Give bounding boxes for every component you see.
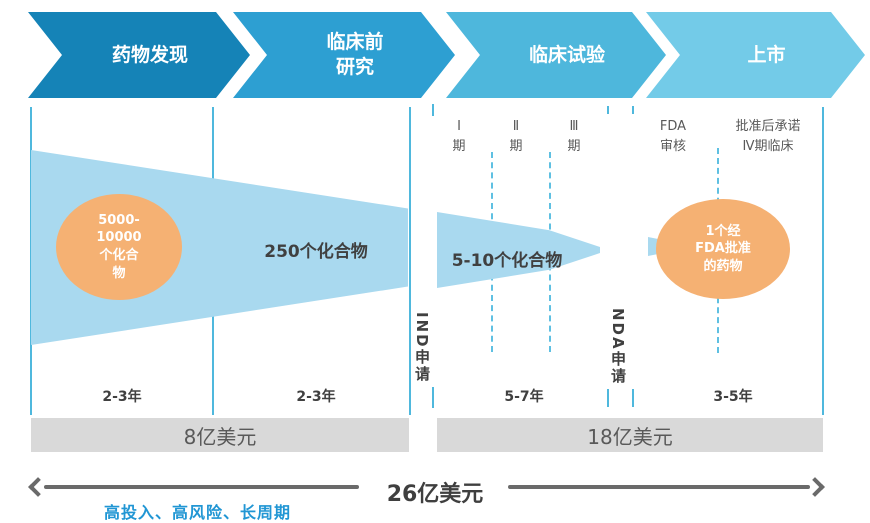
label-ind-application: IND申请	[413, 312, 431, 383]
label-duration-clinical: 5-7年	[504, 389, 544, 405]
label-phase-2: Ⅱ 期	[509, 119, 523, 155]
stage-arrow-drug-discovery: 药物发现	[28, 12, 250, 98]
label-clinical-compounds: 5-10个化合物	[451, 251, 563, 271]
stage-arrow-market: 上市	[646, 12, 865, 98]
tick-ind-top	[432, 104, 434, 116]
span-arrow-line-left	[44, 485, 359, 489]
label-phase-1: Ⅰ 期	[452, 119, 466, 155]
tick-nda-left-top	[607, 106, 609, 114]
divider-line-ind-left	[409, 107, 411, 415]
tick-nda-right-top	[632, 106, 634, 114]
label-fda-review: FDA 审核	[659, 119, 687, 155]
caption-high-investment-risk-cycle: 高投入、高风险、长周期	[104, 503, 292, 522]
tick-nda-right-bottom	[632, 389, 634, 407]
bubble-approved-drug: 1个经 FDA批准 的药物	[656, 199, 790, 299]
label-nda-application: NDA申请	[609, 308, 627, 385]
label-post-approval-phase-4: 批准后承诺 Ⅳ期临床	[735, 119, 801, 155]
tick-nda-left-bottom	[607, 389, 609, 407]
label-preclinical-compounds: 250个化合物	[264, 242, 368, 262]
tick-ind-bottom	[432, 387, 434, 408]
divider-line-market-right	[822, 107, 824, 415]
stage-arrow-preclinical: 临床前 研究	[233, 12, 455, 98]
cost-bar-early-stage: 8亿美元	[31, 418, 409, 452]
stage-arrow-clinical-trials: 临床试验	[446, 12, 666, 98]
label-duration-preclinical: 2-3年	[296, 389, 336, 405]
cost-bar-late-stage: 18亿美元	[437, 418, 823, 452]
span-arrow-line-right	[508, 485, 810, 489]
span-arrowhead-right-icon	[805, 477, 825, 497]
bubble-discovery-compounds: 5000- 10000 个化合 物	[56, 194, 182, 300]
label-duration-discovery: 2-3年	[102, 389, 142, 405]
label-duration-market: 3-5年	[713, 389, 753, 405]
label-total-cost: 26亿美元	[386, 482, 484, 507]
label-phase-3: Ⅲ 期	[567, 119, 581, 155]
